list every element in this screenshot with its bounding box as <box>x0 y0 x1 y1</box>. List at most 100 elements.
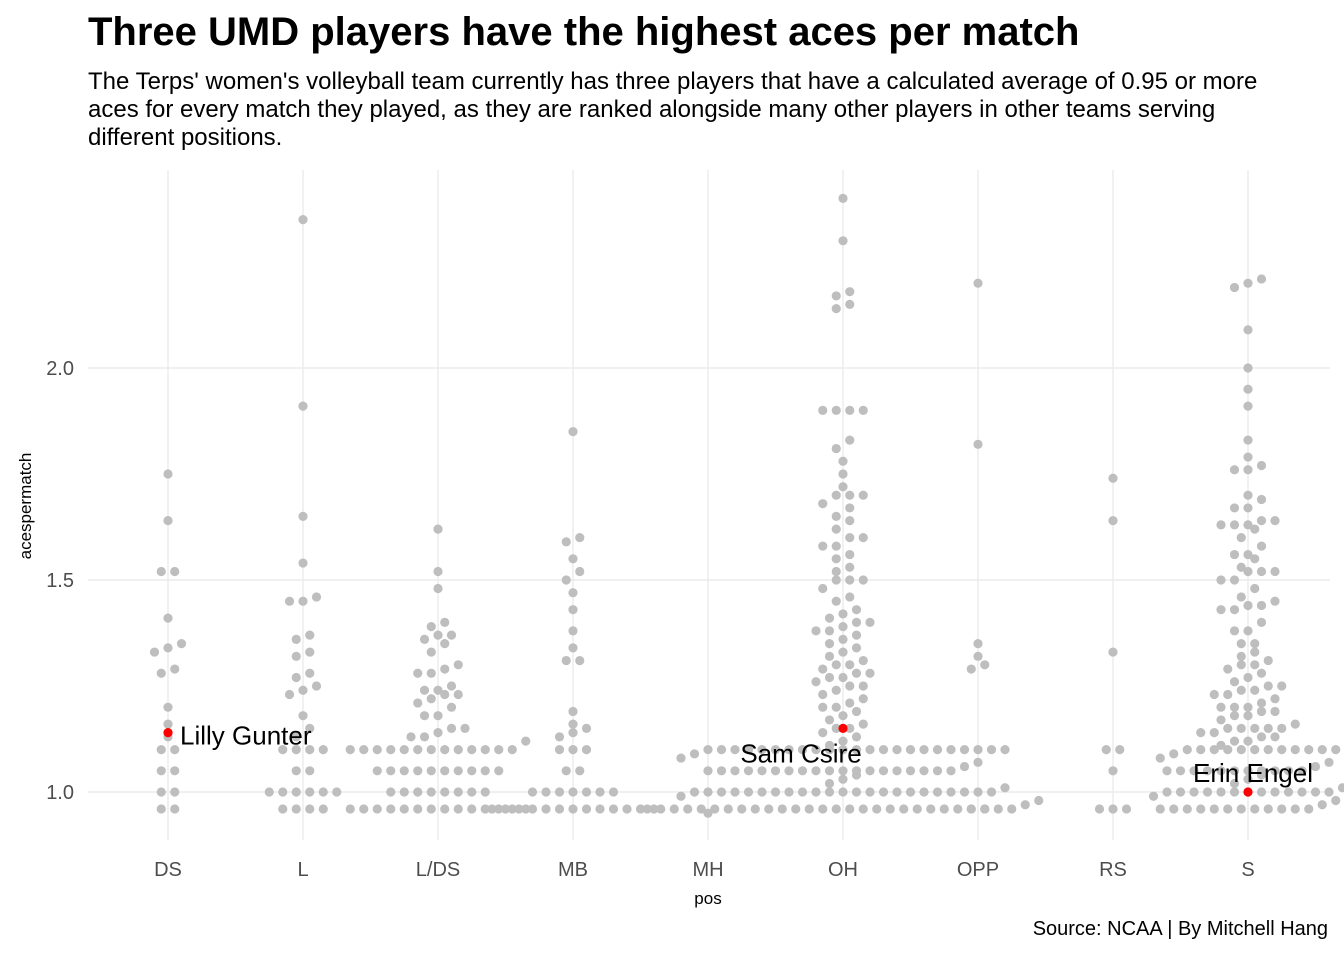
data-point <box>892 766 902 776</box>
data-point <box>426 694 436 704</box>
data-point <box>305 766 315 776</box>
data-point <box>359 804 369 814</box>
data-point <box>1270 766 1280 776</box>
data-point <box>1243 600 1253 611</box>
x-axis-title: pos <box>694 889 721 908</box>
data-point <box>905 787 916 797</box>
data-point <box>959 761 970 772</box>
data-point <box>1290 719 1300 729</box>
data-point <box>1243 503 1253 513</box>
data-point <box>1250 723 1260 734</box>
data-point <box>345 745 355 755</box>
data-point <box>372 804 382 814</box>
data-point <box>811 787 821 797</box>
data-point <box>959 745 970 755</box>
data-point <box>851 706 862 717</box>
data-point <box>1229 626 1240 636</box>
data-point <box>892 745 902 755</box>
data-point <box>797 745 808 755</box>
data-point <box>1209 689 1219 700</box>
data-point <box>635 804 646 814</box>
data-point <box>905 745 916 755</box>
data-point <box>500 804 511 814</box>
x-tick-label: OPP <box>957 859 999 881</box>
data-point <box>1256 766 1267 776</box>
data-point <box>1243 401 1253 411</box>
data-point <box>1304 804 1314 814</box>
data-point <box>440 664 450 674</box>
data-point <box>1236 660 1246 670</box>
data-point <box>1290 804 1300 814</box>
data-point <box>575 533 585 543</box>
data-point <box>291 766 301 776</box>
data-point <box>1223 689 1233 700</box>
data-point <box>568 554 578 564</box>
data-point <box>413 787 423 797</box>
data-point <box>581 723 592 734</box>
data-point <box>845 681 855 691</box>
data-point <box>359 745 369 755</box>
data-point <box>453 766 463 776</box>
data-point <box>1148 791 1159 801</box>
data-point <box>163 702 173 712</box>
data-point <box>743 787 754 797</box>
data-point <box>440 766 450 776</box>
data-point <box>426 745 436 755</box>
data-point <box>1229 605 1240 615</box>
data-point <box>156 745 166 755</box>
data-point <box>1209 745 1219 755</box>
data-point <box>163 613 173 623</box>
data-point <box>946 787 956 797</box>
data-point <box>440 787 450 797</box>
data-point <box>163 643 173 653</box>
data-point <box>1256 617 1267 628</box>
data-point <box>1236 562 1246 572</box>
data-point <box>851 766 862 776</box>
data-point <box>419 685 430 695</box>
data-point <box>554 787 565 797</box>
data-point <box>973 439 983 449</box>
data-point <box>959 787 970 797</box>
data-point <box>838 672 848 683</box>
data-point <box>831 575 841 585</box>
data-point <box>689 787 700 797</box>
data-point <box>561 655 571 666</box>
data-point <box>298 401 308 411</box>
data-point <box>919 766 929 776</box>
data-point <box>480 745 490 755</box>
data-point <box>1256 600 1267 611</box>
data-point <box>1243 566 1253 577</box>
data-point <box>838 634 848 644</box>
data-point <box>554 732 565 742</box>
data-point <box>291 672 301 683</box>
data-point <box>467 766 477 776</box>
data-point <box>1216 766 1226 776</box>
data-point <box>831 490 841 500</box>
data-point <box>291 651 301 661</box>
data-point <box>305 723 315 734</box>
data-point <box>170 745 180 755</box>
data-point <box>973 639 983 649</box>
data-point <box>703 745 713 755</box>
data-point <box>716 766 727 776</box>
data-point <box>1283 787 1294 797</box>
data-point <box>831 304 841 314</box>
data-point <box>440 617 450 628</box>
data-point <box>1108 804 1118 814</box>
data-point <box>1250 685 1260 695</box>
data-point <box>669 804 679 814</box>
data-point <box>1243 325 1253 335</box>
highlight-point <box>1243 787 1253 797</box>
data-point <box>845 804 855 814</box>
data-point <box>818 541 828 551</box>
data-point <box>919 745 929 755</box>
data-point <box>1236 533 1246 543</box>
data-point <box>1250 554 1260 564</box>
data-point <box>831 443 841 454</box>
data-point <box>784 766 794 776</box>
data-point <box>845 405 855 415</box>
data-point <box>453 745 463 755</box>
data-point <box>1108 766 1118 776</box>
data-point <box>831 405 841 415</box>
data-point <box>770 787 781 797</box>
